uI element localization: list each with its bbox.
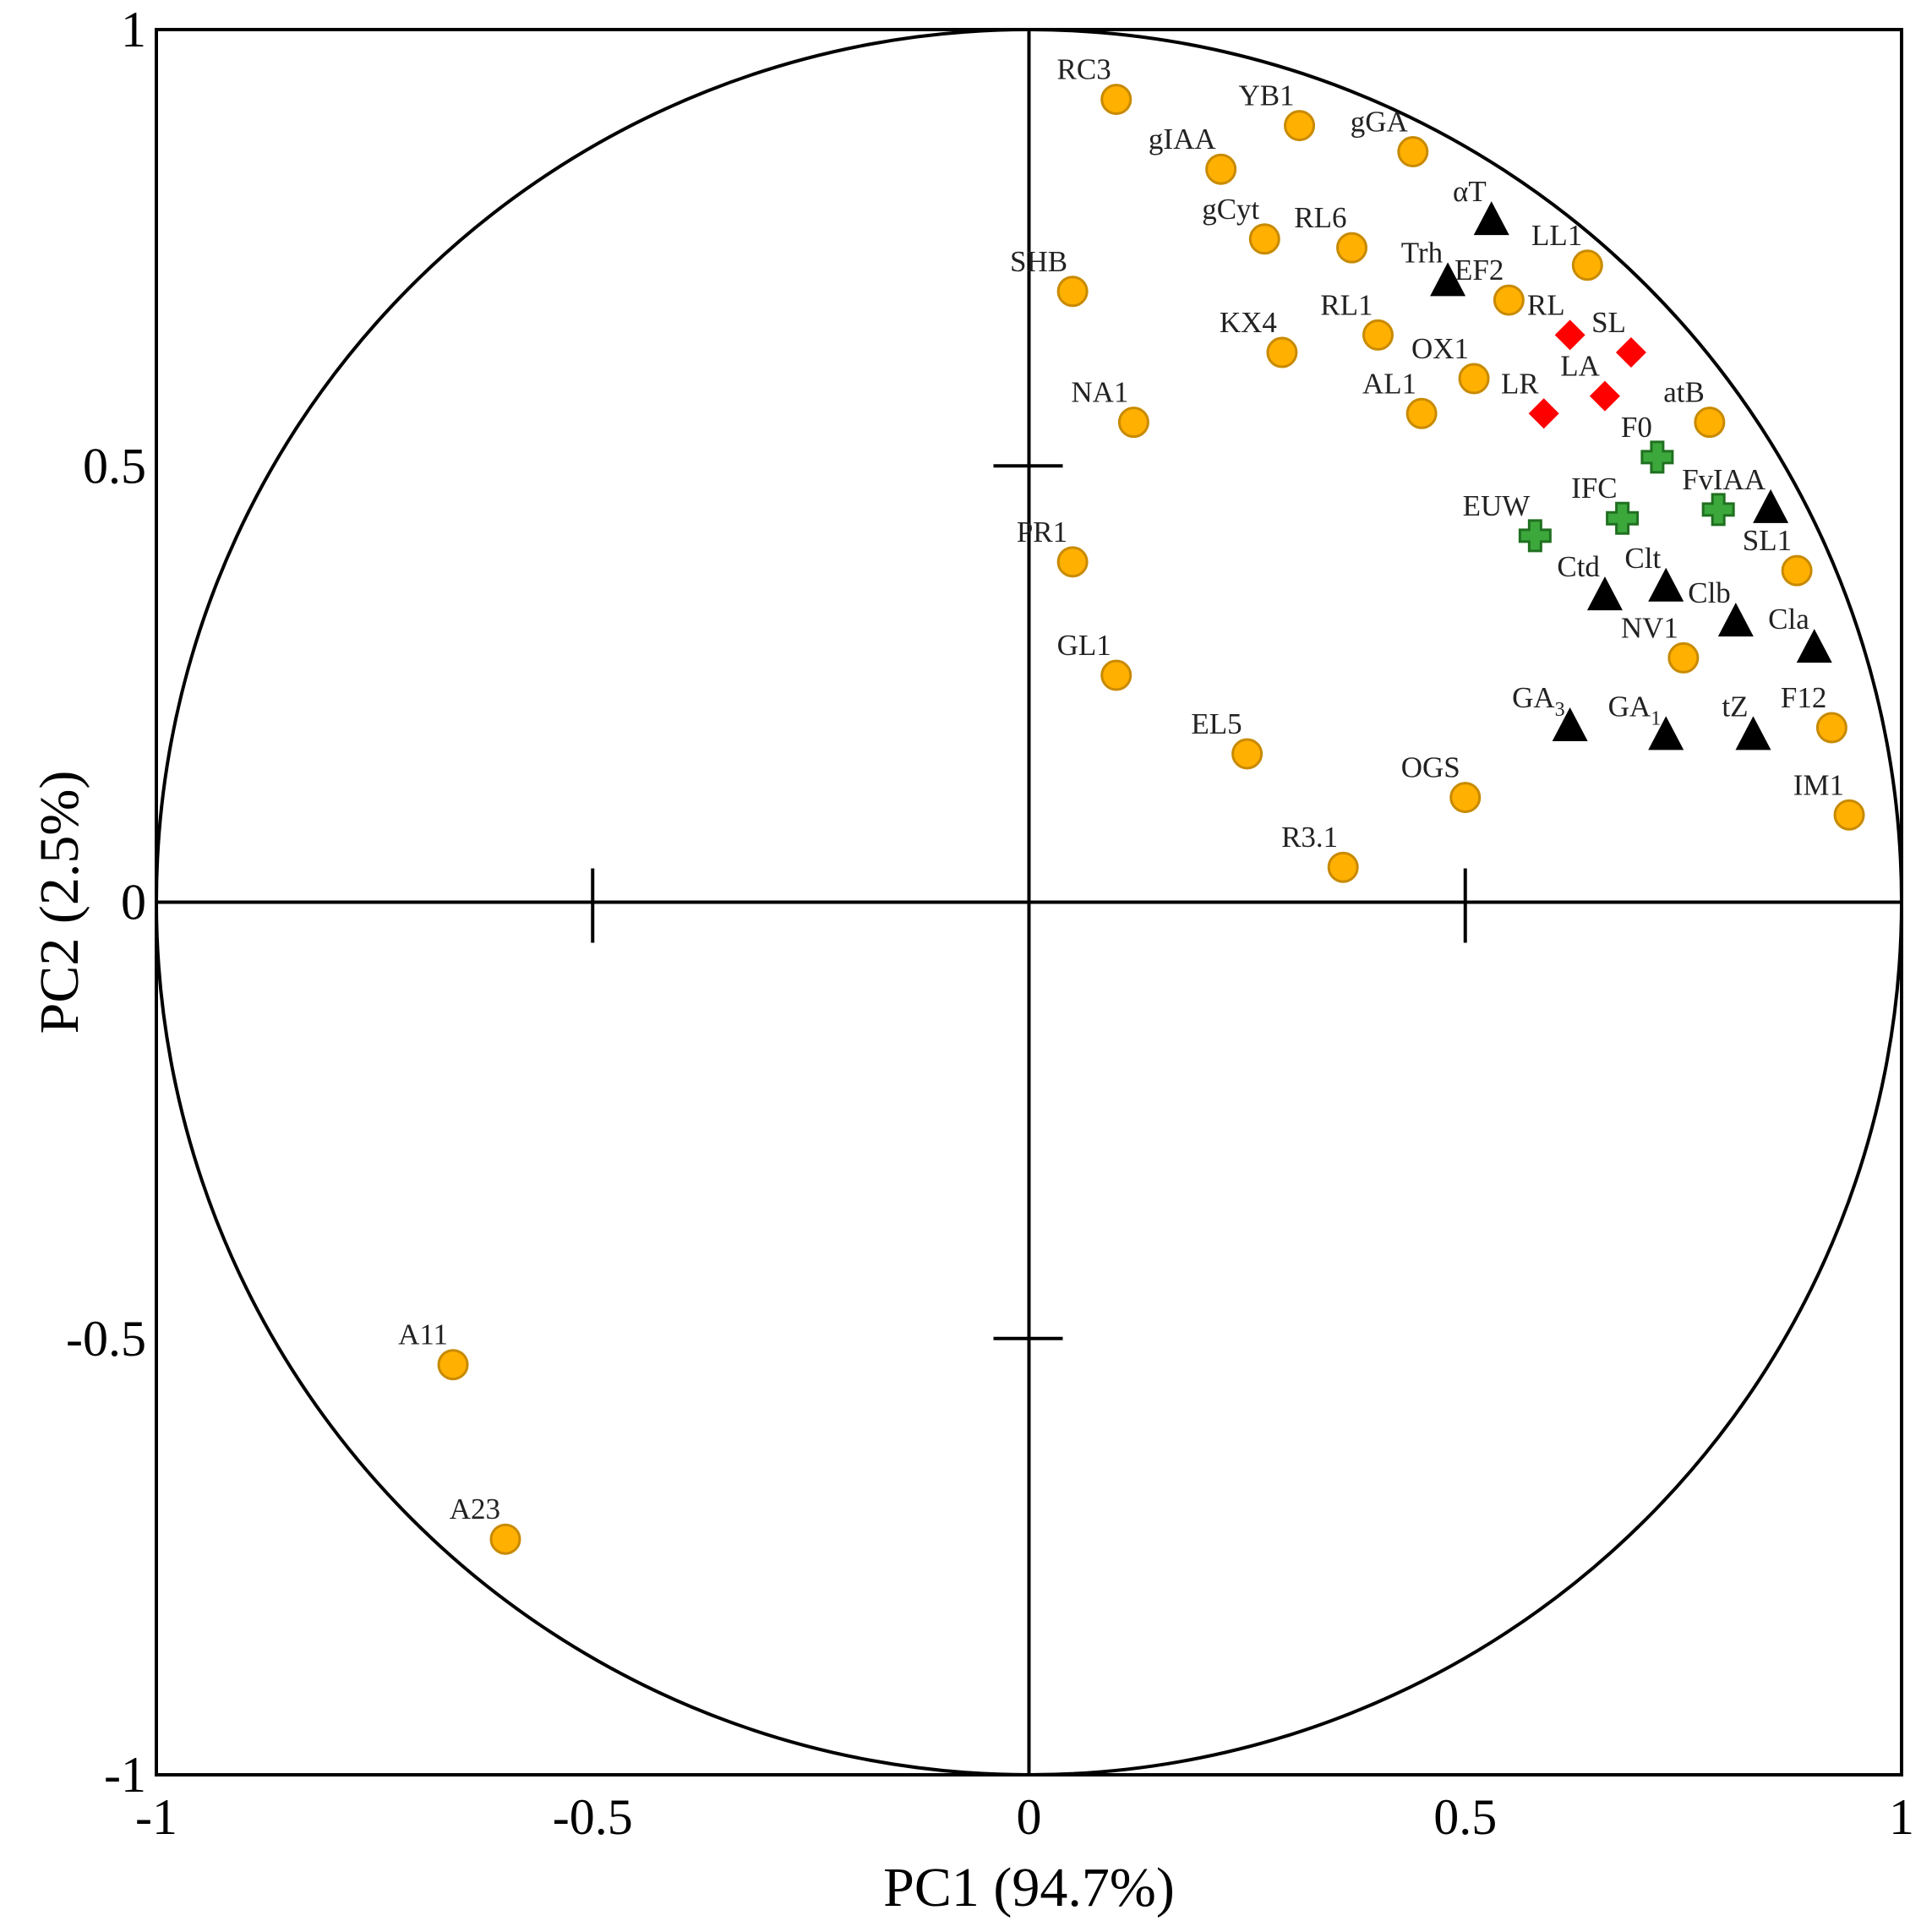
circle-point-rc3: [1102, 85, 1131, 114]
point-label-atb: atB: [1663, 376, 1705, 409]
point-label-rl6: RL6: [1294, 201, 1346, 234]
data-points: [439, 85, 1864, 1554]
x-tick-label-0-5: -0.5: [553, 1789, 633, 1845]
point-label-rl1: RL1: [1320, 288, 1373, 321]
diamond-point-sl: [1616, 337, 1646, 368]
point-label-fv: Fv: [1682, 463, 1713, 496]
circle-point-ogs: [1451, 783, 1480, 812]
point-label-ga1: GA1: [1608, 690, 1662, 729]
point-label-tz: tZ: [1722, 690, 1748, 723]
point-label-el5: EL5: [1191, 707, 1242, 740]
cross-point-euw: [1520, 521, 1550, 551]
circle-point-r3-1: [1329, 853, 1357, 881]
point-label-clt: Clt: [1624, 542, 1661, 575]
y-axis-title: PC2 (2.5%): [29, 771, 90, 1034]
y-tick-label-1: 1: [121, 2, 146, 57]
circle-point-a11: [439, 1351, 467, 1379]
point-label-euw: EUW: [1463, 489, 1531, 522]
y-tick-label-0-5: -0.5: [66, 1311, 146, 1367]
y-tick-label-1: -1: [104, 1747, 146, 1803]
point-label-f12: F12: [1781, 681, 1826, 714]
point-label-giaa: gIAA: [1149, 123, 1216, 156]
point-label-trh: Trh: [1401, 236, 1444, 269]
point-label-ga3: GA3: [1512, 681, 1565, 721]
x-tick-label-0: 0: [1017, 1789, 1042, 1845]
point-label-nv1: NV1: [1621, 611, 1678, 644]
point-label-sl1: SL1: [1743, 524, 1792, 557]
point-label-gcyt: gCyt: [1202, 193, 1259, 226]
circle-point-shb: [1058, 277, 1087, 306]
diamond-point-la: [1590, 381, 1620, 412]
point-label-gga: gGA: [1351, 106, 1409, 139]
point-label-ogs: OGS: [1401, 751, 1460, 784]
point-label-sl: SL: [1591, 306, 1626, 339]
point-label-ef2: EF2: [1454, 254, 1504, 287]
point-label-rl: RL: [1527, 288, 1565, 321]
point-label-im1: IM1: [1793, 768, 1844, 801]
circle-point-na1: [1119, 408, 1148, 437]
point-label-r3-1: R3.1: [1281, 821, 1338, 854]
point-label-clb: Clb: [1688, 576, 1731, 609]
cross-point-ifc: [1607, 503, 1638, 533]
circle-point-ox1: [1460, 364, 1488, 393]
diamond-point-rl: [1555, 319, 1585, 350]
cross-point-f0: [1642, 442, 1673, 472]
point-label-ll1: LL1: [1531, 219, 1582, 252]
point-label-lr: LR: [1501, 367, 1539, 400]
point-label-yb1: YB1: [1238, 79, 1294, 112]
point-label-pr1: PR1: [1017, 516, 1067, 548]
circle-point-yb1: [1285, 112, 1314, 140]
circle-point-pr1: [1058, 548, 1087, 576]
circle-point-f12: [1817, 713, 1846, 742]
circle-point-al1: [1407, 399, 1436, 428]
point-label-gl1: GL1: [1057, 629, 1111, 662]
circle-point-rl6: [1338, 233, 1367, 262]
point-label-ox1: OX1: [1411, 332, 1469, 365]
pca-correlation-plot: -1 -0.5 0 0.5 110.50-0.5-1 RC3YB1gGAgIAAgCyt…: [0, 0, 1932, 1932]
point-label-cla: Cla: [1768, 603, 1809, 636]
point-label-t: αT: [1453, 175, 1487, 208]
point-label-a11: A11: [398, 1318, 448, 1351]
y-tick-label-0-5: 0.5: [83, 438, 146, 494]
point-label-ifc: IFC: [1571, 472, 1617, 505]
circle-point-nv1: [1669, 643, 1698, 672]
point-label-f0: F0: [1621, 411, 1652, 444]
circle-point-gga: [1399, 138, 1427, 166]
circle-point-kx4: [1268, 338, 1296, 367]
x-tick-label-1: 1: [1889, 1789, 1914, 1845]
circle-point-gcyt: [1250, 225, 1279, 254]
circle-point-a23: [491, 1525, 520, 1553]
point-label-rc3: RC3: [1057, 53, 1111, 86]
point-label-iaa: IAA: [1713, 463, 1766, 496]
circle-point-ll1: [1573, 251, 1602, 280]
point-labels: RC3 YB1 gGA gIAA gCyt RL6 LL1 SHB EF2 RL1 KX4 OX1AL…: [398, 53, 1844, 1526]
x-axis-title: PC1 (94.7%): [883, 1857, 1175, 1918]
circle-point-atb: [1695, 408, 1724, 437]
y-tick-label-0: 0: [121, 875, 146, 931]
x-tick-label-0-5: 0.5: [1433, 1789, 1497, 1845]
circle-point-im1: [1835, 800, 1864, 829]
diamond-point-lr: [1529, 398, 1559, 428]
circle-point-giaa: [1207, 155, 1236, 183]
point-label-la: LA: [1560, 350, 1600, 383]
point-label-shb: SHB: [1010, 245, 1067, 278]
circle-point-gl1: [1102, 661, 1131, 690]
point-label-al1: AL1: [1362, 367, 1416, 400]
circle-point-el5: [1233, 740, 1262, 768]
point-label-ctd: Ctd: [1557, 550, 1600, 583]
point-label-kx4: KX4: [1220, 306, 1277, 339]
point-label-na1: NA1: [1071, 376, 1128, 409]
cross-point-fv: [1703, 494, 1733, 525]
circle-point-sl1: [1782, 556, 1811, 585]
point-label-a23: A23: [450, 1493, 500, 1525]
circle-point-rl1: [1364, 320, 1393, 349]
circle-point-ef2: [1494, 286, 1523, 314]
